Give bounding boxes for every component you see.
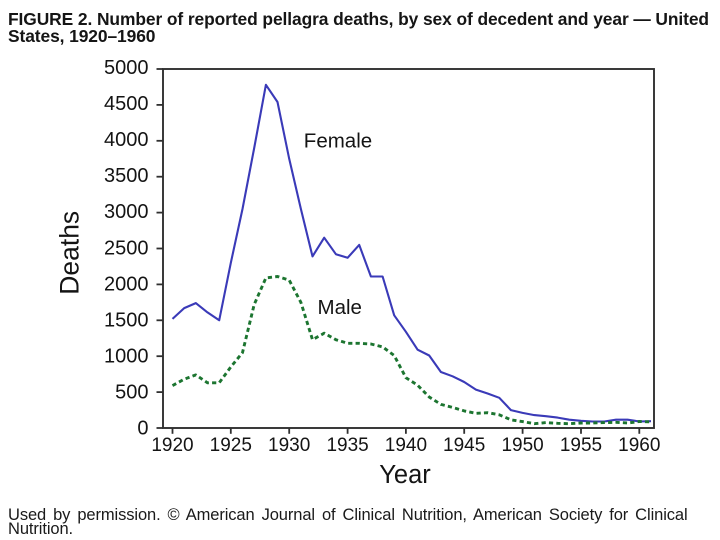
svg-text:0: 0	[137, 418, 148, 440]
svg-text:2000: 2000	[104, 273, 149, 295]
svg-text:4500: 4500	[104, 93, 149, 115]
svg-text:1950: 1950	[501, 435, 543, 456]
svg-text:1940: 1940	[385, 435, 427, 456]
svg-text:3500: 3500	[104, 165, 149, 187]
svg-text:1960: 1960	[618, 435, 660, 456]
svg-text:1955: 1955	[560, 435, 602, 456]
svg-text:Deaths: Deaths	[54, 211, 84, 295]
svg-text:2500: 2500	[104, 237, 149, 259]
svg-text:Male: Male	[318, 296, 362, 319]
svg-text:1945: 1945	[443, 435, 485, 456]
svg-text:1925: 1925	[210, 435, 252, 456]
svg-text:5000: 5000	[104, 57, 149, 79]
svg-text:3000: 3000	[104, 201, 149, 223]
svg-text:4000: 4000	[104, 129, 149, 151]
svg-text:1930: 1930	[268, 435, 310, 456]
svg-text:1920: 1920	[151, 435, 193, 456]
svg-text:1000: 1000	[104, 345, 149, 367]
svg-text:500: 500	[115, 382, 148, 404]
svg-text:1935: 1935	[326, 435, 368, 456]
svg-text:1500: 1500	[104, 309, 149, 331]
svg-text:Female: Female	[304, 129, 372, 152]
svg-text:Year: Year	[379, 461, 431, 489]
